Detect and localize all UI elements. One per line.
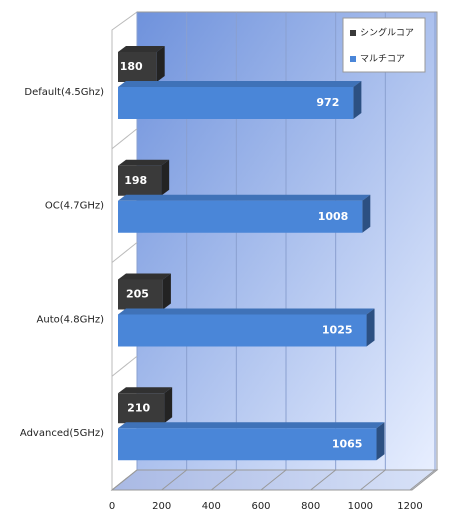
bar <box>118 428 377 461</box>
bar-side <box>353 81 362 119</box>
floor-line <box>211 469 237 491</box>
bar <box>118 87 354 119</box>
legend-swatch <box>350 30 356 36</box>
bar <box>118 279 163 310</box>
bar-side <box>156 46 165 82</box>
floor-line <box>409 469 436 491</box>
bar-side <box>161 159 170 196</box>
bar-side <box>366 308 375 347</box>
bar-top <box>118 46 165 52</box>
bar-top <box>118 422 385 429</box>
x-tick-label: 800 <box>301 501 320 512</box>
x-tick-label: 400 <box>202 501 221 512</box>
floor-line <box>360 469 386 491</box>
data-label: 1065 <box>332 437 363 450</box>
bar <box>118 52 157 82</box>
y-tick-label: OC(4.7GHz) <box>45 201 104 212</box>
floor-line <box>310 469 336 491</box>
x-tick-label: 600 <box>251 501 270 512</box>
legend-box <box>342 17 426 73</box>
bar-top <box>118 194 371 201</box>
bar-top <box>118 273 171 280</box>
bar <box>118 165 162 196</box>
floor-line <box>161 469 187 491</box>
legend-label: シングルコア <box>360 27 414 39</box>
y-tick-label: Auto(4.8GHz) <box>37 314 105 325</box>
category-separator <box>111 128 138 150</box>
bar-side <box>162 273 171 310</box>
bar <box>118 393 165 424</box>
x-tick-label: 1000 <box>348 501 373 512</box>
data-label: 210 <box>127 401 150 414</box>
data-label: 972 <box>316 96 339 109</box>
bar <box>118 314 367 347</box>
bar-top <box>118 159 170 166</box>
bar-side <box>164 387 173 424</box>
data-label: 205 <box>126 288 149 301</box>
bar <box>118 200 363 233</box>
floor-line <box>260 469 287 491</box>
y-tick-label: Default(4.5Ghz) <box>24 87 104 98</box>
x-tick-label: 0 <box>109 501 115 512</box>
back-wall <box>136 11 438 471</box>
data-label: 1025 <box>322 324 353 337</box>
legend-swatch <box>350 56 356 62</box>
floor-line <box>111 469 138 491</box>
x-tick-label: 1200 <box>397 501 422 512</box>
floor <box>110 469 439 491</box>
data-label: 180 <box>120 60 143 73</box>
legend-label: マルチコア <box>360 54 405 65</box>
bar-top <box>118 387 173 394</box>
bar-top <box>118 81 362 87</box>
bar-top <box>118 308 375 315</box>
bar-side <box>376 422 385 461</box>
category-separator <box>111 355 138 377</box>
bar-side <box>362 194 371 233</box>
y-tick-label: Advanced(5GHz) <box>20 428 104 439</box>
x-tick-label: 200 <box>152 501 171 512</box>
data-label: 1008 <box>318 210 349 223</box>
data-label: 198 <box>124 174 147 187</box>
category-separator <box>111 242 138 263</box>
